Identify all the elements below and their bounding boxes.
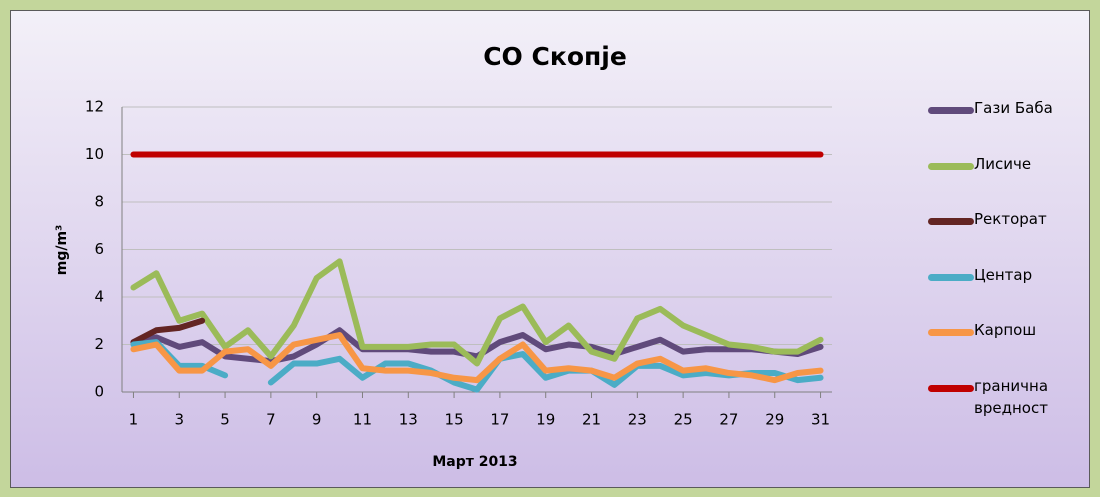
x-tick-label: 27 (719, 411, 738, 429)
legend-swatch (928, 273, 974, 281)
x-tick-label: 11 (353, 411, 372, 429)
line-series (130, 332, 824, 384)
legend-item: Лисиче (928, 155, 1084, 175)
y-tick-label: 4 (94, 288, 104, 306)
y-tick-label: 6 (94, 240, 104, 258)
x-tick-label: 1 (129, 411, 139, 429)
legend-swatch (928, 107, 974, 114)
x-tick-label: 13 (399, 411, 418, 429)
legend-label: Лисиче (974, 154, 1032, 173)
y-tick-label: 2 (94, 335, 104, 353)
legend-swatch (928, 329, 974, 337)
line-series (130, 327, 824, 365)
x-tick-label: 3 (174, 411, 184, 429)
y-tick-label: 0 (94, 383, 104, 401)
y-tick-label: 10 (85, 145, 104, 163)
x-tick-label: 5 (220, 411, 230, 429)
legend-label: Гази Баба (974, 99, 1053, 117)
legend-label: гранична вредност (974, 377, 1049, 417)
legend-swatch (928, 162, 974, 170)
x-tick-label: 25 (674, 411, 693, 429)
legend-item: Карпош (928, 321, 1084, 341)
legend-label: Центар (974, 265, 1033, 284)
line-series (130, 258, 824, 367)
x-tick-label: 9 (312, 411, 322, 429)
x-tick-label: 19 (536, 411, 555, 429)
y-tick-label: 12 (85, 98, 104, 116)
legend-item: Центар (928, 266, 1084, 286)
x-tick-label: 23 (628, 411, 647, 429)
x-tick-label: 31 (811, 411, 830, 429)
x-tick-label: 29 (765, 411, 784, 429)
legend-item: гранична вредност (928, 377, 1084, 419)
x-tick-label: 15 (445, 411, 464, 429)
legend-item: Гази Баба (928, 99, 1084, 119)
x-tick-label: 7 (266, 411, 276, 429)
x-axis-label: Март 2013 (432, 454, 517, 470)
legend-label: Карпош (974, 321, 1037, 340)
y-tick-label: 8 (94, 193, 104, 211)
line-series (130, 317, 206, 346)
legend-swatch (928, 218, 974, 226)
x-tick-label: 21 (582, 411, 601, 429)
legend-item: Ректорат (928, 210, 1084, 230)
legend-swatch (928, 385, 974, 392)
legend-label: Ректорат (974, 210, 1047, 229)
y-axis-label: mg/m³ (54, 225, 70, 275)
x-tick-label: 17 (490, 411, 509, 429)
chart-title: CO Скопје (483, 42, 627, 71)
